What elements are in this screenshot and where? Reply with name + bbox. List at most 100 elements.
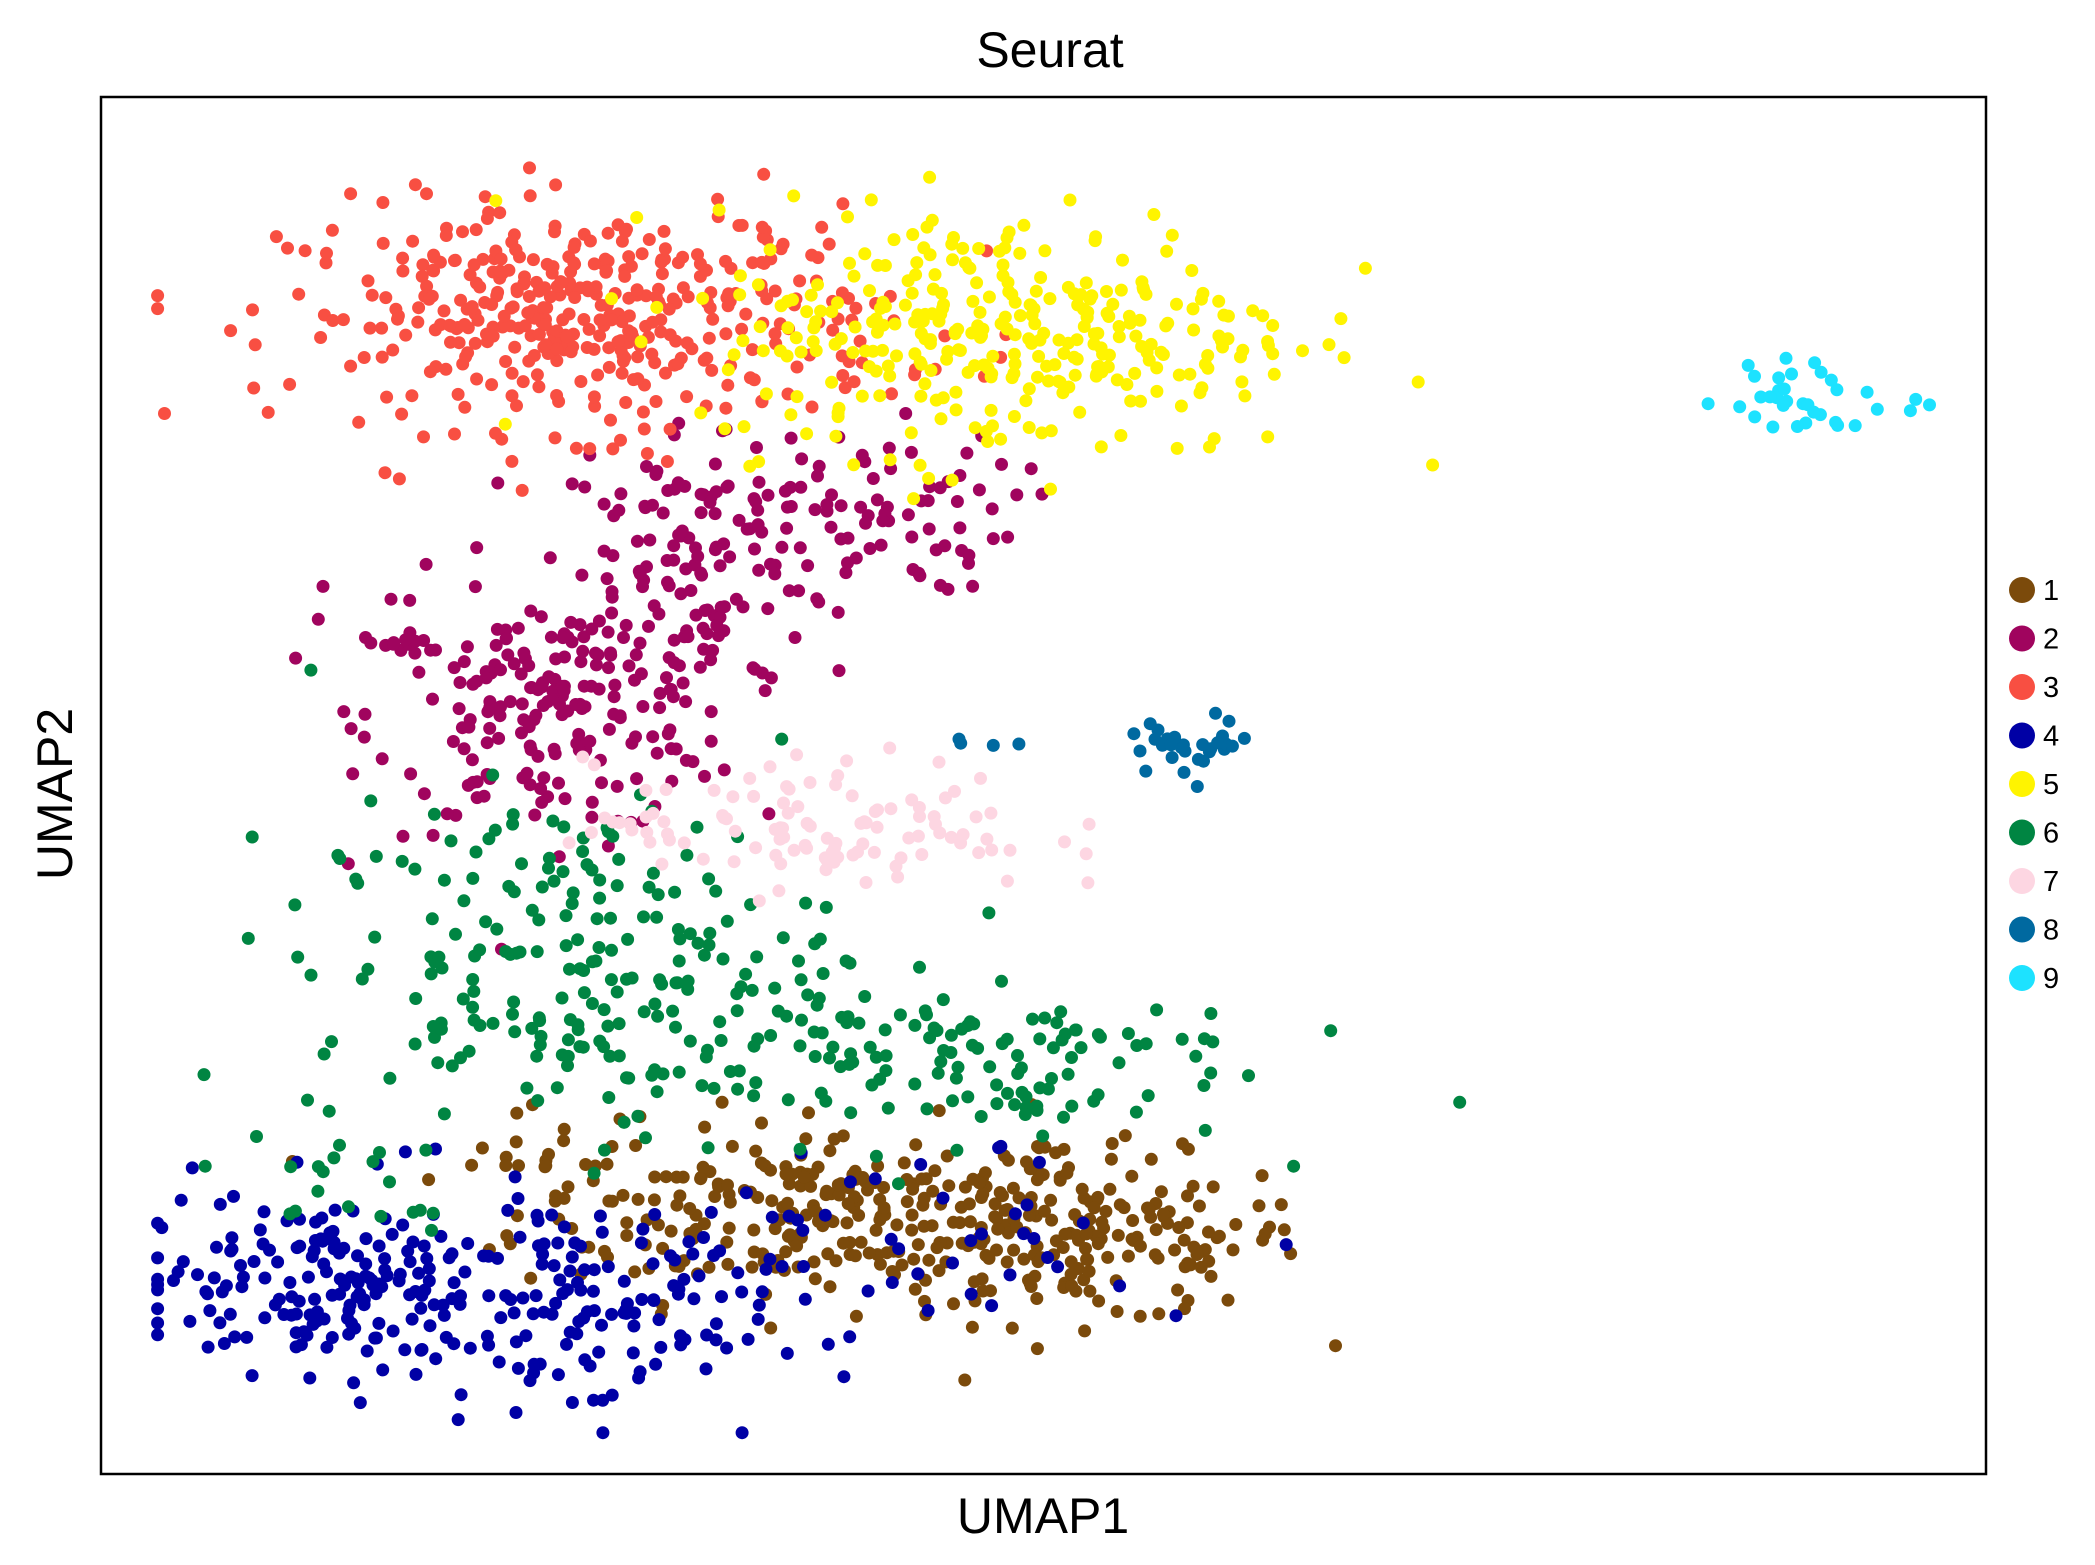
point-cluster-7 [985, 843, 999, 857]
point-cluster-2 [653, 701, 667, 715]
point-cluster-4 [1020, 1198, 1034, 1212]
point-cluster-1 [905, 1223, 919, 1237]
point-cluster-3 [420, 279, 434, 293]
point-cluster-4 [385, 1227, 399, 1241]
x-axis-label: UMAP1 [957, 1488, 1129, 1544]
point-cluster-6 [950, 1143, 964, 1157]
point-cluster-2 [693, 660, 707, 674]
point-cluster-3 [550, 354, 564, 368]
point-cluster-3 [605, 313, 618, 327]
point-cluster-5 [794, 345, 808, 359]
point-cluster-3 [746, 256, 760, 270]
point-cluster-3 [538, 318, 552, 332]
point-cluster-6 [532, 913, 546, 927]
point-cluster-3 [631, 372, 645, 386]
point-cluster-2 [426, 692, 439, 706]
point-cluster-1 [747, 1223, 761, 1237]
point-cluster-3 [635, 247, 649, 261]
point-cluster-4 [323, 1226, 337, 1240]
point-cluster-1 [1058, 1227, 1072, 1241]
point-cluster-2 [689, 541, 702, 555]
point-cluster-6 [593, 873, 607, 887]
point-cluster-4 [289, 1326, 303, 1340]
point-cluster-7 [859, 816, 873, 830]
point-cluster-6 [565, 897, 579, 910]
point-cluster-4 [236, 1270, 250, 1284]
point-cluster-5 [1170, 441, 1184, 455]
point-cluster-4 [393, 1267, 407, 1281]
point-cluster-3 [151, 289, 165, 303]
legend-label-9: 9 [2043, 963, 2059, 995]
point-cluster-5 [1183, 367, 1197, 381]
point-cluster-6 [944, 1028, 958, 1042]
point-cluster-6 [317, 1047, 331, 1061]
point-cluster-6 [930, 1024, 944, 1037]
point-cluster-6 [585, 955, 599, 969]
point-cluster-2 [694, 487, 708, 501]
point-cluster-7 [819, 863, 833, 877]
point-cluster-4 [398, 1145, 412, 1159]
point-cluster-2 [706, 643, 720, 657]
point-cluster-3 [411, 315, 425, 329]
point-cluster-5 [994, 432, 1008, 446]
point-cluster-4 [257, 1205, 271, 1219]
point-cluster-2 [646, 498, 659, 512]
point-cluster-1 [849, 1309, 863, 1323]
point-cluster-6 [406, 1205, 420, 1219]
point-cluster-1 [1121, 1249, 1135, 1263]
point-cluster-5 [1266, 319, 1280, 332]
plot-area-frame [99, 95, 1988, 1476]
point-cluster-6 [650, 910, 664, 924]
point-cluster-2 [784, 431, 798, 445]
point-cluster-3 [885, 387, 898, 401]
point-cluster-3 [836, 197, 850, 211]
point-cluster-4 [532, 1239, 545, 1253]
point-cluster-3 [489, 426, 502, 440]
point-cluster-5 [847, 269, 861, 283]
point-cluster-6 [701, 1141, 715, 1155]
point-cluster-9 [1808, 356, 1822, 370]
point-cluster-3 [583, 234, 597, 248]
point-cluster-6 [768, 981, 782, 995]
point-cluster-6 [601, 1019, 615, 1033]
point-cluster-3 [521, 306, 535, 320]
point-cluster-1 [1125, 1169, 1139, 1183]
point-cluster-2 [866, 472, 880, 485]
point-cluster-3 [681, 290, 695, 304]
point-cluster-6 [747, 1089, 761, 1103]
point-cluster-8 [1190, 780, 1204, 793]
point-cluster-5 [781, 294, 794, 308]
point-cluster-4 [1169, 1309, 1183, 1323]
point-cluster-4 [328, 1203, 342, 1217]
point-cluster-2 [600, 572, 614, 586]
point-cluster-7 [1079, 847, 1093, 861]
point-cluster-2 [534, 782, 548, 795]
point-cluster-6 [702, 938, 716, 952]
point-cluster-2 [375, 752, 389, 766]
point-cluster-1 [885, 1265, 899, 1278]
point-cluster-5 [863, 284, 876, 298]
point-cluster-9 [1754, 390, 1768, 404]
point-cluster-4 [739, 1186, 753, 1200]
point-cluster-2 [782, 584, 796, 598]
point-cluster-6 [739, 967, 753, 981]
point-cluster-6 [639, 1131, 652, 1145]
point-cluster-2 [825, 488, 838, 502]
chart-title: Seurat [976, 22, 1123, 78]
point-cluster-7 [938, 791, 952, 805]
point-cluster-4 [325, 1331, 339, 1344]
point-cluster-4 [315, 1211, 329, 1225]
point-cluster-7 [677, 836, 691, 850]
point-cluster-6 [432, 950, 446, 964]
point-cluster-3 [365, 288, 379, 302]
point-cluster-2 [812, 459, 826, 473]
point-cluster-4 [577, 1311, 591, 1325]
point-cluster-2 [601, 625, 615, 639]
point-cluster-6 [555, 991, 569, 1005]
point-cluster-1 [1005, 1321, 1019, 1335]
point-cluster-6 [1150, 1003, 1164, 1017]
point-cluster-6 [322, 1104, 336, 1118]
point-cluster-5 [871, 258, 885, 272]
point-cluster-5 [1101, 360, 1115, 374]
point-cluster-4 [687, 1292, 701, 1306]
